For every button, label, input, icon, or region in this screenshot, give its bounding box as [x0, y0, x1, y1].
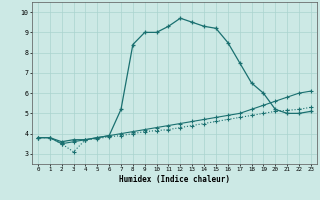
X-axis label: Humidex (Indice chaleur): Humidex (Indice chaleur) [119, 175, 230, 184]
